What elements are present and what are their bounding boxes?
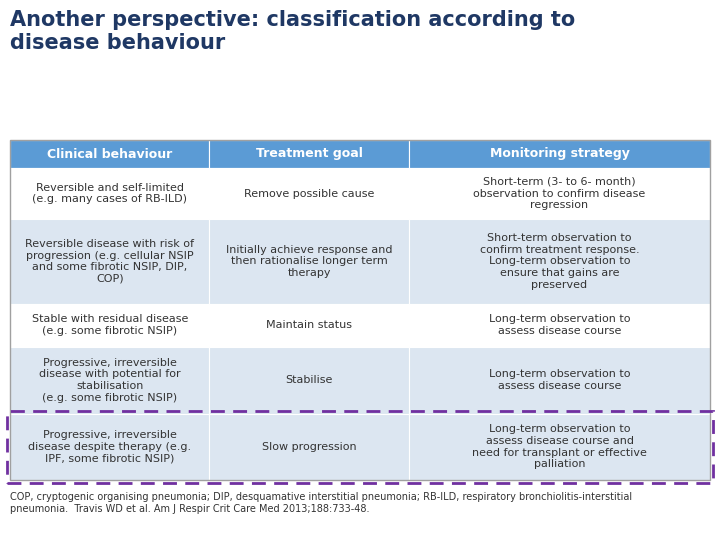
Bar [409,140,710,168]
Bar [7,410,713,483]
Bar [10,347,210,414]
Text: Slow progression: Slow progression [262,442,356,452]
Bar [210,140,409,168]
Text: Initially achieve response and
then rationalise longer term
therapy: Initially achieve response and then rati… [226,245,392,278]
Text: Maintain status: Maintain status [266,320,352,330]
Text: Another perspective: classification according to
disease behaviour: Another perspective: classification acco… [10,10,575,53]
Bar [409,168,710,219]
Bar [210,168,409,219]
Text: Short-term observation to
confirm treatment response.
Long-term observation to
e: Short-term observation to confirm treatm… [480,233,639,289]
Bar [210,347,409,414]
Bar [10,168,210,219]
Text: Stable with residual disease
(e.g. some fibrotic NSIP): Stable with residual disease (e.g. some … [32,314,188,336]
Bar [210,219,409,303]
Bar [409,303,710,347]
Text: Short-term (3- to 6- month)
observation to confirm disease
regression: Short-term (3- to 6- month) observation … [473,177,646,210]
Bar [210,303,409,347]
Bar [10,414,210,480]
Text: Long-term observation to
assess disease course and
need for transplant or effect: Long-term observation to assess disease … [472,424,647,469]
Bar [10,140,210,168]
Text: Monitoring strategy: Monitoring strategy [490,147,629,160]
Text: Clinical behaviour: Clinical behaviour [47,147,172,160]
Text: Long-term observation to
assess disease course: Long-term observation to assess disease … [489,314,630,336]
Text: Progressive, irreversible
disease despite therapy (e.g.
IPF, some fibrotic NSIP): Progressive, irreversible disease despit… [28,430,192,463]
Text: Remove possible cause: Remove possible cause [244,188,374,199]
Text: Reversible and self-limited
(e.g. many cases of RB-ILD): Reversible and self-limited (e.g. many c… [32,183,187,204]
Bar [409,414,710,480]
Text: Progressive, irreversible
disease with potential for
stabilisation
(e.g. some fi: Progressive, irreversible disease with p… [39,358,181,403]
Bar [409,219,710,303]
Bar [10,303,210,347]
Bar [409,347,710,414]
Text: Reversible disease with risk of
progression (e.g. cellular NSIP
and some fibroti: Reversible disease with risk of progress… [25,239,194,284]
Text: Long-term observation to
assess disease course: Long-term observation to assess disease … [489,369,630,391]
Text: COP, cryptogenic organising pneumonia; DIP, desquamative interstitial pneumonia;: COP, cryptogenic organising pneumonia; D… [10,492,632,514]
Text: Stabilise: Stabilise [286,375,333,385]
Text: Treatment goal: Treatment goal [256,147,363,160]
Bar [210,414,409,480]
Bar [10,140,710,480]
Bar [10,219,210,303]
